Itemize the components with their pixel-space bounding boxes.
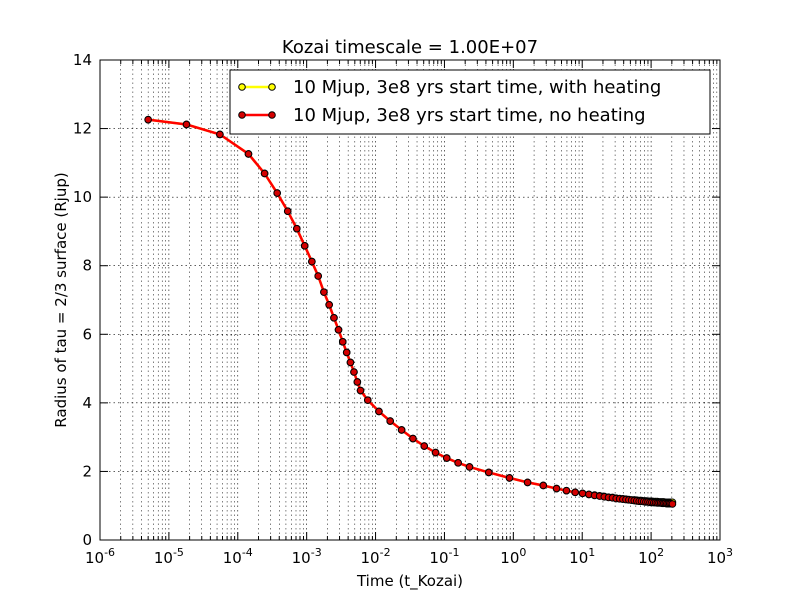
legend-label: 10 Mjup, 3e8 yrs start time, with heatin… [293,77,661,98]
data-point [397,426,406,434]
legend-marker [268,83,276,91]
y-tick-label: 6 [82,325,92,343]
plot-frame [99,59,721,541]
legend-item: 10 Mjup, 3e8 yrs start time, no heating [238,105,646,126]
data-point [442,454,451,462]
data-point [578,489,587,498]
data-point [562,486,571,495]
x-tick-label: 10-3 [292,546,322,567]
legend-marker [238,83,246,91]
x-tick-labels: 10-6 10-5 10-4 10-3 10-2 10-1 100 101 102 103 [85,546,733,567]
data-point [552,484,561,493]
data-point [342,348,351,357]
data-point [571,488,579,497]
y-tick-label: 12 [73,120,92,138]
legend-label: 10 Mjup, 3e8 yrs start time, no heating [293,105,646,126]
data-point [144,115,152,124]
chart-title: Kozai timescale = 1.00E+07 [282,37,538,58]
data-point [283,207,292,215]
data-point [334,326,343,334]
data-point [273,189,281,197]
series-2 [144,115,677,508]
data-point [375,407,383,416]
data-point [300,242,309,250]
data-point [523,478,532,487]
data-point [338,338,347,346]
data-point [409,434,417,443]
x-tick-label: 102 [638,546,664,567]
x-tick-label: 10-4 [223,546,253,567]
data-point [216,130,224,139]
x-tick-label: 10-2 [361,546,391,567]
x-tick-label: 103 [707,546,733,567]
data-point [420,442,429,450]
data-point [325,301,333,309]
x-axis-label: Time (t_Kozai) [356,572,463,591]
y-tick-label: 4 [82,394,92,412]
x-tick-label: 10-6 [85,546,115,567]
data-point [292,224,301,233]
y-tick-label: 10 [73,188,92,206]
data-point [539,481,548,490]
plot-area [144,115,677,508]
y-tick-label: 14 [73,51,92,69]
x-tick-label: 10-1 [429,546,459,567]
legend-box [229,69,711,135]
y-axis-label: Radius of tau = 2/3 surface (Rjup) [52,172,70,427]
data-point [308,257,316,266]
x-tick-label: 101 [569,546,595,567]
y-tick-labels: 0 2 4 6 8 10 12 14 [73,51,92,549]
data-point [668,500,677,508]
data-point [353,378,362,386]
data-point [346,358,355,367]
data-point [244,150,253,158]
legend-item: 10 Mjup, 3e8 yrs start time, with heatin… [238,77,661,98]
y-tick-label: 8 [82,257,92,275]
data-point [454,459,462,467]
legend: 10 Mjup, 3e8 yrs start time, with heatin… [229,69,711,135]
data-point [431,448,440,457]
data-point [465,463,474,471]
data-point [505,474,514,482]
x-tick-label: 10-5 [154,546,184,567]
data-point [260,169,269,178]
x-tick-label: 100 [500,546,526,567]
legend-marker [268,111,276,119]
axis-ticks [99,59,721,541]
y-tick-label: 0 [82,531,92,549]
legend-marker [238,111,246,119]
data-point [356,386,365,395]
data-point [386,417,394,425]
data-point [182,120,191,129]
data-point [330,314,338,322]
data-point [314,272,322,280]
y-tick-label: 2 [82,462,92,480]
data-point [320,288,328,296]
data-point [350,368,358,376]
data-point [363,396,372,404]
data-point [484,468,493,477]
